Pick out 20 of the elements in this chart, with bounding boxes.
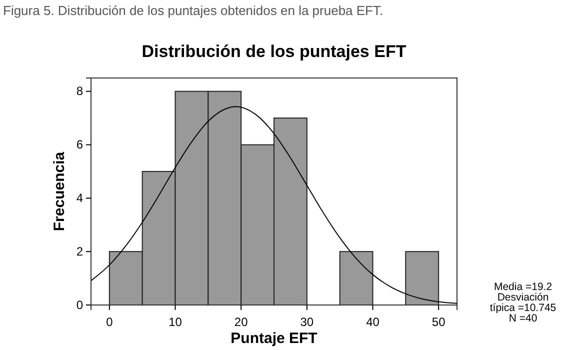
x-tick-label: 20 xyxy=(234,315,248,330)
y-tick-label: 0 xyxy=(76,298,84,312)
x-tick-label: 40 xyxy=(366,315,380,330)
text: Media =19.2 xyxy=(494,281,552,293)
line-series xyxy=(90,106,458,304)
chart-title: Distribución de los puntajes EFT xyxy=(142,42,407,61)
y-tick-label: 4 xyxy=(76,191,84,206)
text: Desviación xyxy=(497,292,549,304)
text: típica =10.745 xyxy=(490,302,556,314)
y-axis-title: Frecuencia xyxy=(51,151,68,232)
y-tick-label: 6 xyxy=(76,138,84,152)
y-tick-label: 8 xyxy=(76,84,84,98)
y-tick-label: 2 xyxy=(76,244,84,258)
x-axis-title: Puntaje EFT xyxy=(230,330,318,347)
x-tick-label: 10 xyxy=(168,315,182,330)
text: N =40 xyxy=(508,312,538,324)
text: Figura 5. Distribución de los puntajes obtenidos en la prueba EFT. xyxy=(3,3,384,18)
x-tick-label: 30 xyxy=(300,315,314,330)
x-tick-label: 50 xyxy=(432,315,446,330)
x-tick-label: 0 xyxy=(106,315,114,330)
